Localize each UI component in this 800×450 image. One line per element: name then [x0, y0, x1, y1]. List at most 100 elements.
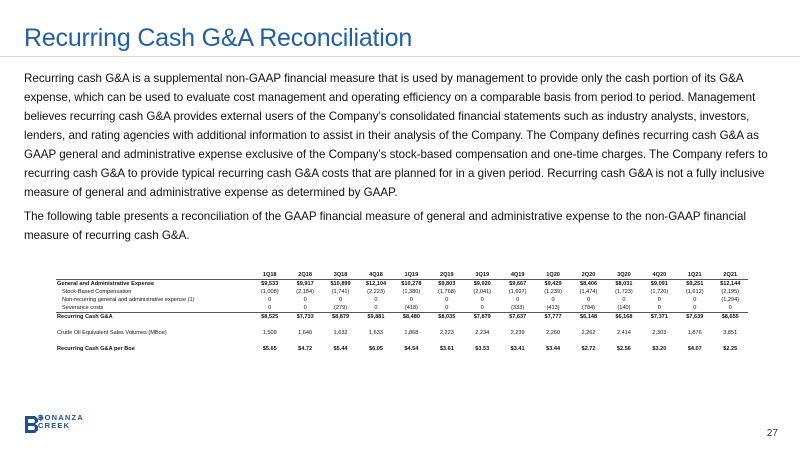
row-label: Severance costs	[62, 305, 104, 311]
value-cell: (1,720)	[650, 289, 669, 295]
value-cell: 0	[480, 297, 484, 303]
value-cell: (1,380)	[402, 289, 421, 295]
value-cell: (1,723)	[615, 289, 633, 295]
value-cell: $3.53	[475, 346, 490, 352]
title-divider	[0, 56, 800, 57]
value-cell: 1,509	[262, 330, 277, 336]
table-spacer-row	[56, 337, 748, 345]
table-row: Crude Oil Equivalent Sales Volumes (MBoe…	[56, 329, 748, 337]
period-header: 3Q19	[464, 271, 500, 280]
value-cell: $8,406	[579, 281, 598, 287]
value-cell: 0	[374, 305, 378, 311]
value-cell: $8,879	[322, 312, 359, 321]
value-cell: (333)	[511, 305, 525, 311]
table-spacer-row	[56, 321, 748, 329]
value-cell: $9,917	[296, 281, 314, 287]
value-cell: 2,303	[652, 330, 667, 336]
value-cell: $2.56	[616, 346, 631, 352]
value-cell: 0	[693, 305, 697, 311]
company-logo	[25, 414, 44, 433]
table-row: Non-recurring general and administrative…	[56, 296, 748, 304]
value-cell: $9,667	[509, 281, 527, 287]
value-cell: 1,633	[368, 330, 383, 336]
value-cell: (1,612)	[685, 289, 704, 295]
value-cell: $12,104	[365, 281, 387, 287]
table-row: Stock-Based Compensation (1,008) (2,184) (1…	[56, 288, 748, 296]
value-cell: 0	[445, 305, 449, 311]
value-cell: (2,195)	[721, 289, 740, 295]
value-cell: 0	[303, 305, 307, 311]
value-cell: (279)	[334, 305, 348, 311]
value-cell: $7,639	[677, 312, 713, 321]
value-cell: 2,262	[581, 330, 596, 336]
value-cell: (413)	[546, 305, 560, 311]
table-row: Severance costs 0 0 (279) 0 (418) 0 0 (333) (413)…	[56, 304, 748, 313]
value-cell: (784)	[581, 305, 596, 311]
value-cell: $3.44	[546, 346, 561, 352]
value-cell: 0	[268, 305, 272, 311]
value-cell: $5.44	[333, 346, 348, 352]
value-cell: $3.61	[439, 346, 454, 352]
value-cell: $9,533	[261, 281, 279, 287]
reconciliation-table-body: General and Administrative Expense $9,533…	[56, 280, 748, 354]
value-cell: $5.65	[262, 346, 277, 352]
value-cell: $4.54	[404, 346, 419, 352]
value-cell: 0	[516, 297, 520, 303]
value-cell: $4.72	[298, 346, 313, 352]
page-number: 27	[766, 428, 778, 439]
header-label-cell	[56, 271, 252, 280]
value-cell: 0	[338, 297, 343, 303]
value-cell: $7,879	[464, 312, 500, 321]
value-cell: $10,278	[401, 281, 422, 287]
value-cell: (418)	[404, 305, 418, 311]
value-cell: (1,294)	[721, 297, 740, 303]
value-cell: 3,851	[723, 330, 738, 336]
value-cell: $4.07	[687, 346, 702, 352]
period-header: 3Q20	[606, 271, 642, 280]
value-cell: $7,733	[287, 312, 323, 321]
value-cell: $9,429	[544, 281, 562, 287]
value-cell: (1,474)	[579, 289, 598, 295]
value-cell: 0	[728, 305, 732, 311]
value-cell: 0	[374, 297, 378, 303]
period-header: 4Q19	[499, 271, 536, 280]
value-cell: $3.20	[652, 346, 667, 352]
logo-line-2: CREEK	[38, 421, 71, 430]
value-cell: 0	[693, 297, 697, 303]
period-header: 3Q18	[322, 271, 359, 280]
value-cell: 2,260	[546, 330, 561, 336]
value-cell: (2,223)	[367, 289, 385, 295]
period-header: 2Q21	[712, 271, 748, 280]
value-cell: $9,803	[438, 281, 456, 287]
value-cell: $9,881	[358, 312, 394, 321]
value-cell: $9,920	[473, 281, 491, 287]
value-cell: 2,223	[439, 330, 454, 336]
logo-wordmark: BONANZA CREEK	[38, 414, 84, 430]
value-cell: 2,234	[475, 330, 490, 336]
value-cell: $12,144	[720, 281, 741, 287]
row-label: Stock-Based Compensation	[62, 289, 132, 295]
value-cell: (2,184)	[296, 289, 314, 295]
value-cell: 0	[303, 297, 307, 303]
value-cell: $8,480	[393, 312, 430, 321]
value-cell: $9,091	[650, 281, 668, 287]
value-cell: 0	[268, 297, 272, 303]
value-cell: (1,239)	[544, 289, 562, 295]
period-header: 1Q19	[393, 271, 430, 280]
table-row: Recurring Cash G&A per Boe $5.65 $4.72 $5.4…	[56, 345, 748, 353]
logo-line-1: BONANZA	[38, 413, 84, 422]
table-intro-paragraph: The following table presents a reconcili…	[24, 210, 747, 242]
value-cell: $8,525	[252, 312, 288, 321]
value-cell: $2.72	[581, 346, 596, 352]
value-cell: 0	[657, 305, 661, 311]
value-cell: 0	[657, 297, 661, 303]
period-header: 4Q18	[358, 271, 394, 280]
intro-paragraph: Recurring cash G&A is a supplemental non…	[24, 72, 768, 199]
value-cell: (1,768)	[437, 289, 456, 295]
value-cell: 0	[622, 297, 626, 303]
period-header: 1Q20	[535, 271, 571, 280]
value-cell: 1,632	[333, 330, 348, 336]
value-cell: 1,876	[687, 330, 702, 336]
row-label: Crude Oil Equivalent Sales Volumes (MBoe…	[57, 330, 167, 336]
period-header: 2Q20	[570, 271, 607, 280]
